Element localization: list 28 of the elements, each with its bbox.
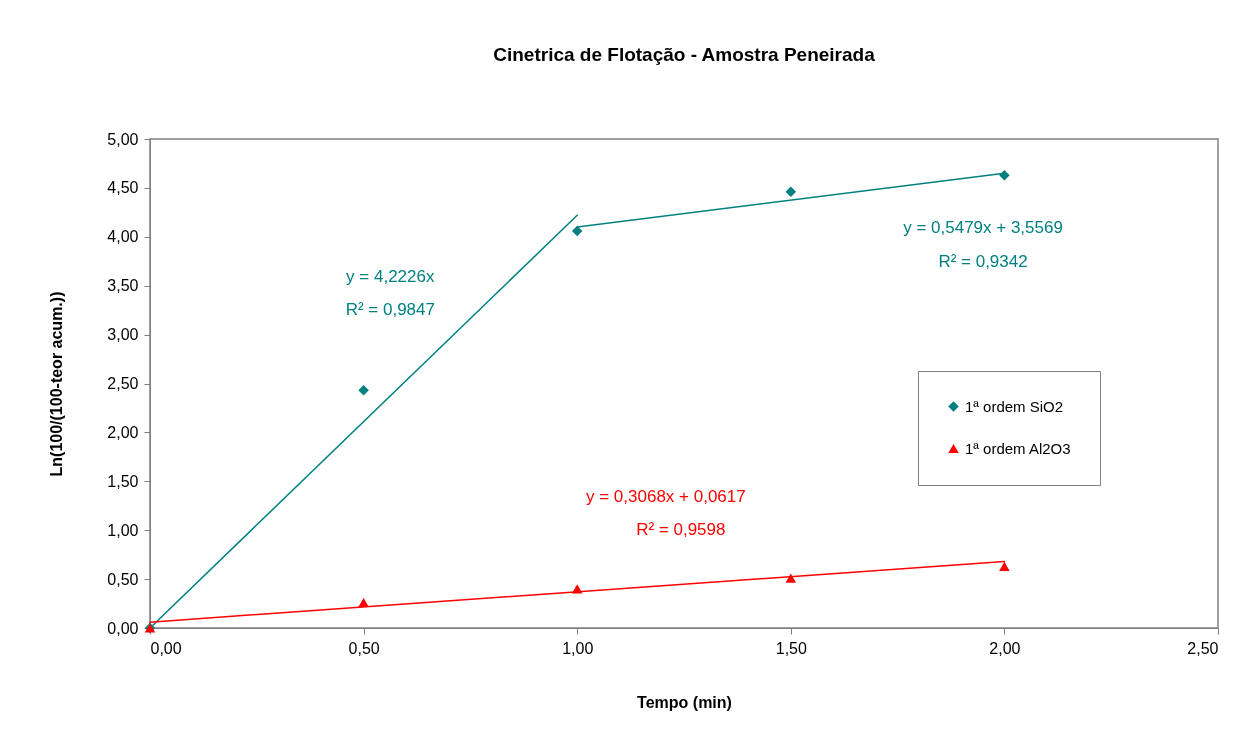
legend-label: 1ª ordem SiO2 [965,397,1064,415]
y-tick-label: 3,50 [107,277,139,295]
x-axis-title: Tempo (min) [637,693,732,711]
y-tick-label: 0,50 [107,570,139,588]
x-tick-label: 2,00 [989,639,1021,657]
x-tick-label: 1,00 [562,639,594,657]
y-tick-label: 1,00 [107,521,139,539]
x-tick-label: 0,50 [348,639,380,657]
y-tick-label: 3,00 [107,326,139,344]
y-tick-label: 5,00 [107,130,139,148]
y-tick-label: 4,50 [107,179,139,197]
y-tick-label: 4,00 [107,228,139,246]
annotation: y = 0,3068x + 0,0617 [585,486,746,506]
y-tick-label: 1,50 [107,472,139,490]
annotation: y = 4,2226x [346,267,435,287]
annotation: R² = 0,9847 [345,300,435,320]
y-axis-title: Ln(100/(100-teor acum.)) [48,291,66,477]
x-tick-label: 1,50 [775,639,807,657]
y-tick-label: 2,50 [107,375,139,392]
annotation: R² = 0,9342 [938,252,1028,272]
y-tick-label: 0,00 [107,619,139,637]
chart-title: Cinetrica de Flotação - Amostra Peneirada [493,44,876,65]
x-tick-label: 0,00 [150,639,182,657]
x-tick-label: 2,50 [1187,639,1219,657]
annotation: R² = 0,9598 [636,520,726,540]
legend-label: 1ª ordem Al2O3 [965,439,1071,457]
y-tick-label: 2,00 [107,423,139,441]
annotation: y = 0,5479x + 3,5569 [903,218,1063,237]
